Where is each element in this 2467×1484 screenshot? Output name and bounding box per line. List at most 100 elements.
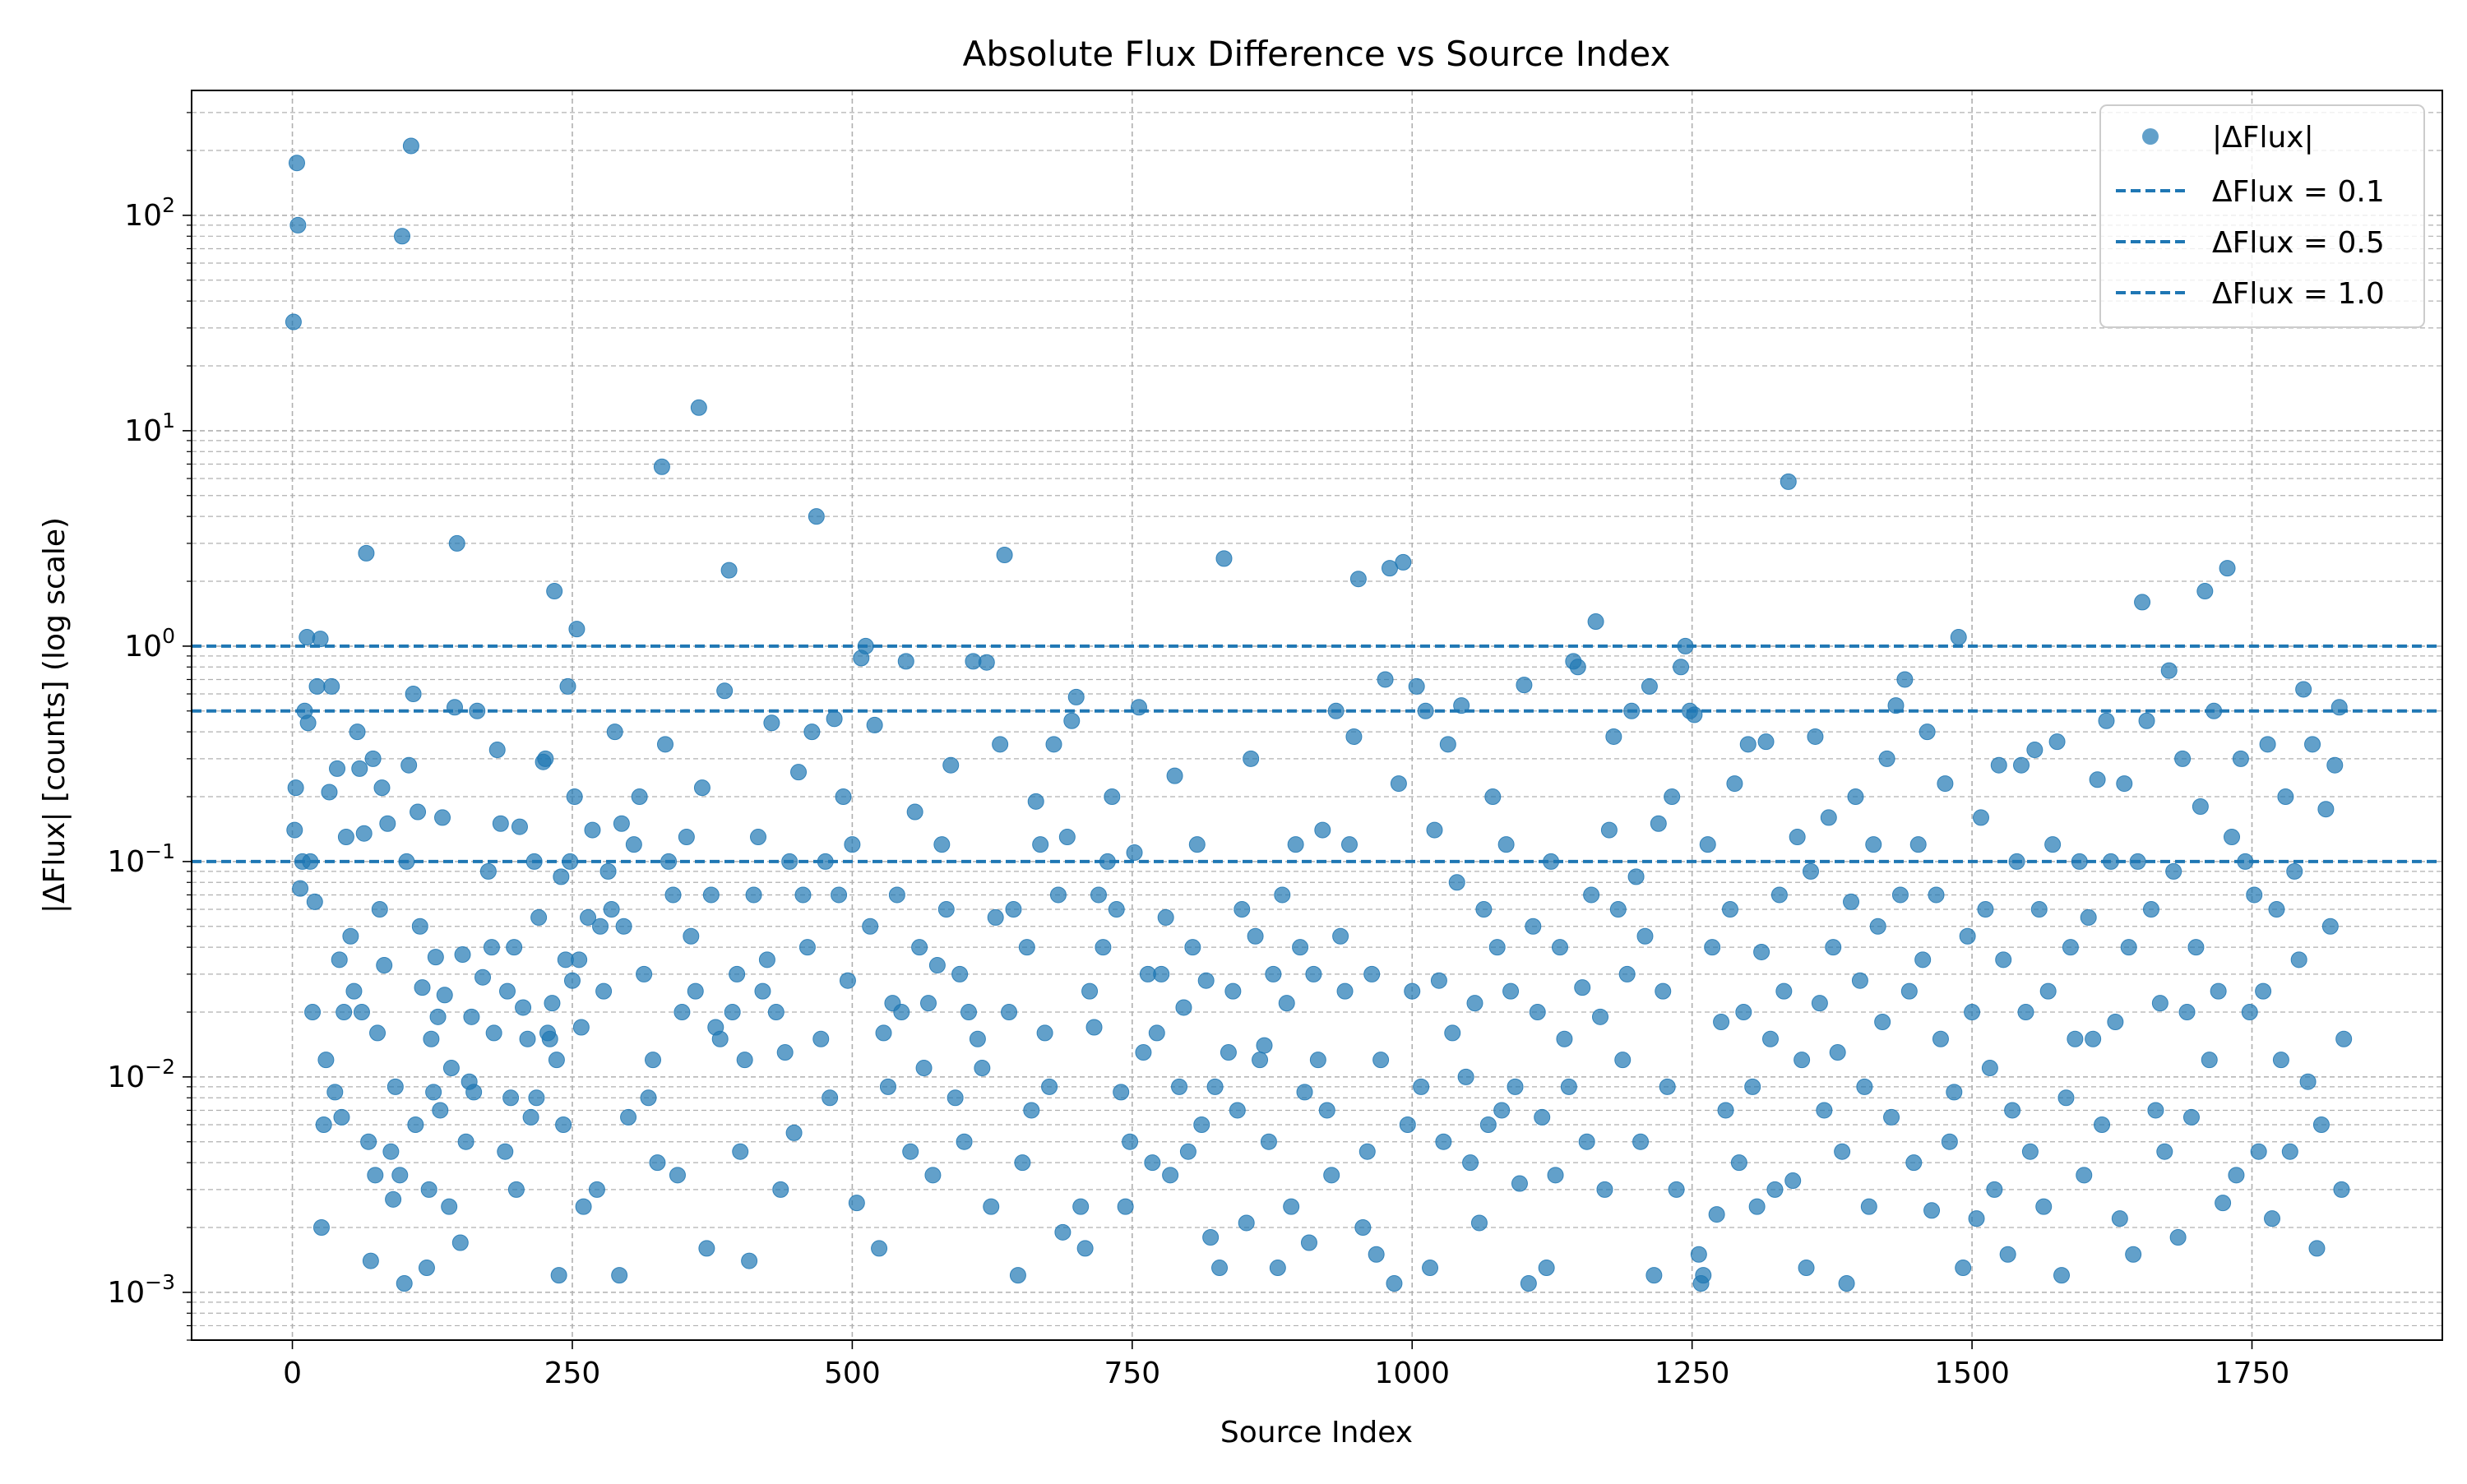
- data-point: [2147, 1102, 2164, 1119]
- data-point: [1919, 724, 1936, 741]
- data-point: [1551, 939, 1568, 956]
- data-point: [2120, 939, 2137, 956]
- data-point: [2156, 1143, 2173, 1160]
- data-point: [457, 1133, 474, 1150]
- data-point: [1770, 886, 1788, 904]
- data-point: [2219, 560, 2236, 577]
- data-point: [2057, 1089, 2075, 1107]
- data-point: [826, 710, 843, 728]
- data-point: [1171, 1078, 1188, 1095]
- data-point: [1614, 1052, 1632, 1069]
- data-point: [758, 951, 775, 969]
- legend: |ΔFlux| ΔFlux = 0.1 ΔFlux = 0.5 ΔFlux = …: [2099, 104, 2425, 328]
- data-point: [1234, 901, 1251, 918]
- data-point: [2169, 1228, 2187, 1246]
- data-point: [1807, 728, 1824, 745]
- data-point: [1748, 1198, 1766, 1215]
- data-point: [2250, 1143, 2267, 1160]
- data-point: [1964, 1004, 1981, 1021]
- data-point: [866, 716, 883, 733]
- data-point: [781, 853, 798, 870]
- data-point: [1995, 951, 2012, 969]
- data-point: [2326, 756, 2344, 774]
- data-point: [1005, 901, 1022, 918]
- data-point: [978, 654, 995, 671]
- data-point: [2129, 853, 2146, 870]
- data-point: [1224, 982, 1242, 1000]
- data-point: [631, 788, 648, 806]
- data-point: [553, 868, 570, 885]
- data-point: [528, 1089, 545, 1107]
- data-point: [1435, 1133, 1452, 1150]
- data-point: [321, 784, 338, 801]
- data-point: [1721, 901, 1738, 918]
- data-point: [1507, 1078, 1524, 1095]
- data-point: [2142, 901, 2159, 918]
- data-point: [2008, 853, 2025, 870]
- data-point: [693, 779, 710, 797]
- data-point: [1497, 836, 1515, 853]
- data-point: [2308, 1240, 2326, 1257]
- data-point: [405, 686, 422, 703]
- data-point: [1981, 1060, 1998, 1077]
- data-point: [1838, 1275, 1855, 1292]
- y-tick-label: 101: [124, 409, 175, 448]
- data-point: [1914, 951, 1932, 969]
- data-point: [2299, 1073, 2317, 1090]
- data-point: [2138, 712, 2155, 729]
- data-point: [1860, 1198, 1877, 1215]
- data-point: [1113, 1084, 1130, 1101]
- data-point: [2210, 982, 2227, 1000]
- data-point: [2237, 853, 2254, 870]
- data-point: [411, 918, 428, 935]
- y-tick-label: 10−2: [107, 1055, 175, 1094]
- data-point: [541, 1030, 558, 1047]
- data-point: [285, 313, 302, 331]
- data-point: [2317, 801, 2335, 818]
- data-point: [353, 1004, 370, 1021]
- data-point: [498, 982, 516, 1000]
- data-point: [1623, 702, 1641, 719]
- data-point: [2182, 1108, 2200, 1126]
- data-point: [2013, 756, 2030, 774]
- data-point: [1534, 1108, 1551, 1126]
- data-point: [502, 1089, 520, 1107]
- data-point: [1430, 972, 1447, 989]
- data-point: [289, 216, 307, 233]
- data-point: [1063, 712, 1081, 729]
- data-point: [1274, 886, 1291, 904]
- data-point: [660, 853, 678, 870]
- data-point: [1986, 1181, 2003, 1198]
- x-axis-label: Source Index: [1220, 1416, 1413, 1449]
- data-point: [2076, 1167, 2093, 1184]
- data-point: [711, 1030, 729, 1047]
- data-point: [947, 1089, 964, 1107]
- data-point: [364, 750, 382, 767]
- data-point: [2215, 1195, 2232, 1212]
- data-point: [1314, 821, 1331, 839]
- data-point: [1699, 836, 1716, 853]
- data-point: [337, 829, 354, 846]
- data-point: [1287, 836, 1304, 853]
- data-point: [1923, 1202, 1941, 1219]
- data-point: [1462, 1154, 1479, 1172]
- data-point: [1825, 939, 1842, 956]
- data-point: [299, 714, 317, 732]
- data-point: [442, 1060, 460, 1077]
- data-point: [2312, 1116, 2330, 1134]
- data-point: [379, 815, 396, 832]
- data-point: [1673, 659, 1690, 676]
- data-point: [776, 1044, 794, 1061]
- data-point: [808, 508, 825, 525]
- data-point: [302, 853, 319, 870]
- data-point: [1023, 1102, 1040, 1119]
- data-point: [315, 1116, 332, 1134]
- data-point: [349, 724, 366, 741]
- data-point: [2111, 1210, 2128, 1227]
- data-point: [2281, 1143, 2298, 1160]
- data-point: [640, 1089, 657, 1107]
- data-point: [402, 137, 419, 155]
- data-point: [1439, 736, 1456, 753]
- data-point: [317, 1052, 335, 1069]
